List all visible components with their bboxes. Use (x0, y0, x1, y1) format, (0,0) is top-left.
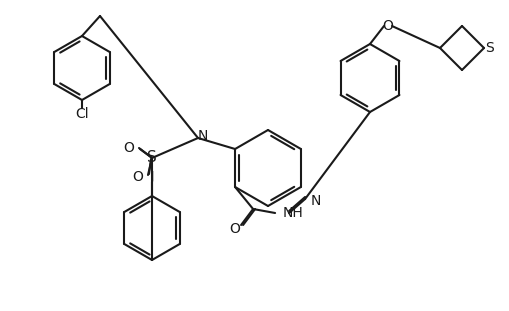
Text: O: O (382, 19, 392, 33)
Text: S: S (147, 151, 157, 165)
Text: |: | (150, 171, 154, 181)
Text: N: N (197, 129, 208, 143)
Text: Cl: Cl (75, 107, 89, 121)
Text: NH: NH (282, 206, 303, 220)
Text: O: O (229, 222, 240, 236)
Text: S: S (485, 41, 493, 55)
Text: O: O (123, 141, 134, 155)
Text: O: O (132, 170, 143, 184)
Text: N: N (310, 194, 321, 208)
